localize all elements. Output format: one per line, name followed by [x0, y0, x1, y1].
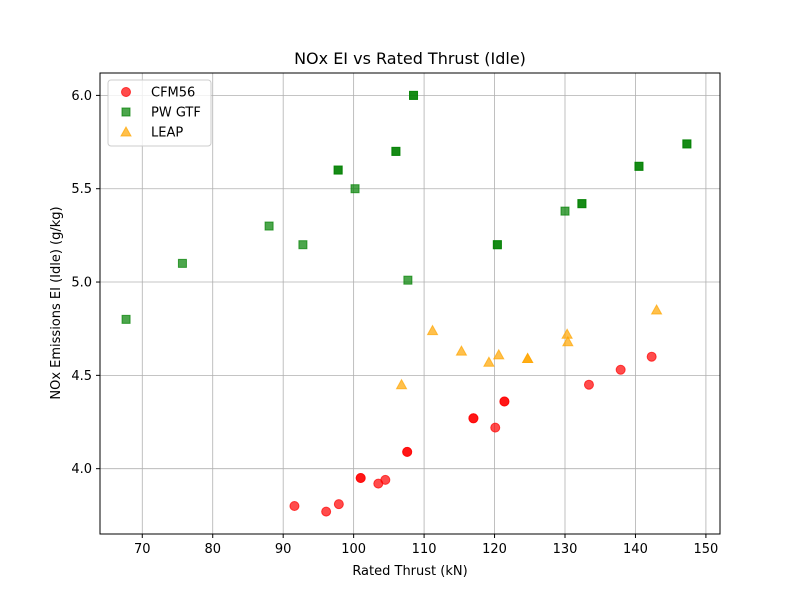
- x-tick-label: 150: [693, 542, 718, 557]
- pw-gtf-point: [577, 199, 587, 209]
- cfm56-point: [355, 473, 366, 484]
- x-tick-label: 130: [553, 542, 578, 557]
- y-axis-label: NOx Emissions EI (Idle) (g/kg): [49, 206, 64, 399]
- cfm56-point: [402, 446, 413, 457]
- leap-point: [521, 352, 534, 364]
- pw-gtf-point: [492, 240, 502, 250]
- leap-point: [492, 348, 505, 360]
- leap-point: [426, 324, 439, 336]
- pw-gtf-point: [560, 206, 570, 216]
- x-axis-label: Rated Thrust (kN): [352, 564, 467, 579]
- leap-point: [483, 356, 495, 367]
- legend: CFM56 PW GTF LEAP: [107, 79, 212, 147]
- pw-gtf-point: [350, 184, 360, 194]
- cfm56-point: [583, 379, 594, 390]
- data-points: [121, 90, 692, 517]
- x-tick-label: 70: [134, 542, 151, 557]
- legend-marker-pw-gtf: [121, 107, 131, 117]
- pw-gtf-point: [409, 90, 419, 100]
- pw-gtf-point: [634, 161, 644, 171]
- y-tick-label: 4.0: [71, 462, 92, 477]
- x-tick-label: 80: [204, 542, 221, 557]
- cfm56-point: [321, 506, 332, 517]
- pw-gtf-point: [391, 146, 401, 156]
- axis-ticks: 70 80 90 100 110 120 130 140 150 4.0 4.5 5.0 5.5 6.0: [71, 89, 718, 557]
- chart-title: NOx EI vs Rated Thrust (Idle): [294, 49, 526, 68]
- cfm56-point: [615, 364, 626, 375]
- x-tick-label: 90: [275, 542, 292, 557]
- y-tick-label: 6.0: [71, 89, 92, 104]
- plot-frame: [99, 72, 721, 535]
- legend-marker-cfm56: [121, 87, 131, 97]
- cfm56-point: [468, 413, 479, 424]
- leap-point: [455, 345, 468, 356]
- cfm56-point: [380, 474, 391, 485]
- y-tick-label: 5.5: [71, 182, 92, 197]
- legend-label-cfm56: CFM56: [151, 86, 195, 101]
- pw-gtf-point: [121, 314, 131, 324]
- y-tick-label: 4.5: [71, 369, 92, 384]
- cfm56-point: [646, 351, 657, 362]
- pw-gtf-point: [298, 240, 308, 250]
- y-tick-label: 5.0: [71, 276, 92, 291]
- x-tick-label: 110: [412, 542, 437, 557]
- pw-gtf-point: [333, 165, 343, 175]
- cfm56-point: [333, 499, 344, 510]
- pw-gtf-point: [264, 221, 274, 231]
- legend-marker-leap: [120, 125, 132, 137]
- cfm56-point: [499, 396, 510, 407]
- legend-label-pw-gtf: PW GTF: [151, 106, 201, 121]
- leap-point: [395, 378, 408, 390]
- legend-box: [107, 79, 212, 147]
- pw-gtf-point: [682, 139, 692, 149]
- x-tick-label: 120: [482, 542, 507, 557]
- legend-label-leap: LEAP: [151, 126, 183, 141]
- pw-gtf-point: [177, 258, 187, 268]
- pw-gtf-point: [403, 275, 413, 285]
- x-tick-label: 100: [341, 542, 366, 557]
- x-tick-label: 140: [623, 542, 648, 557]
- leap-point: [650, 304, 663, 315]
- leap-point: [561, 335, 574, 347]
- cfm56-point: [289, 501, 300, 512]
- cfm56-point: [490, 422, 501, 433]
